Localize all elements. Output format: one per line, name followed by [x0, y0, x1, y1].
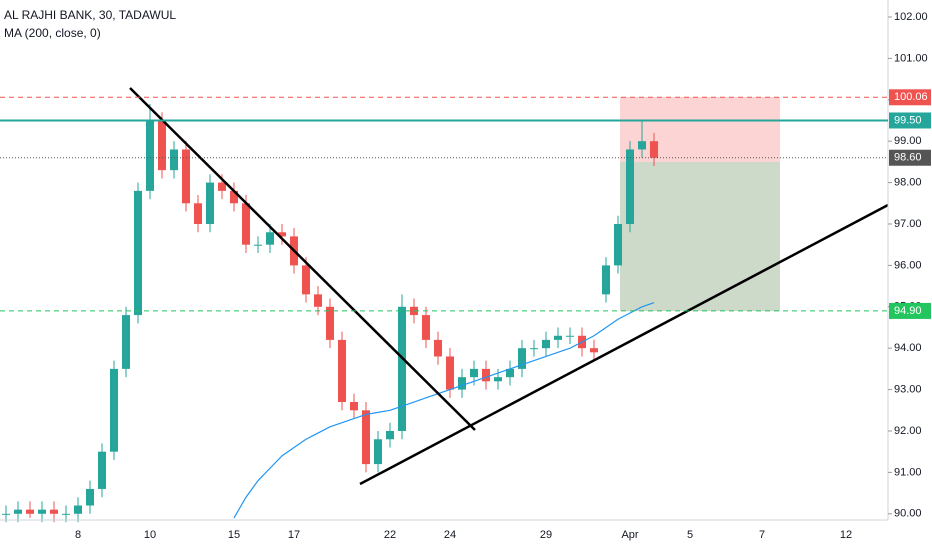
candle-body: [266, 232, 274, 245]
candle-body: [614, 223, 622, 266]
candle-body: [542, 339, 550, 349]
candle-body: [170, 149, 178, 171]
candle-body: [2, 513, 10, 515]
price-level-label: 98.60: [894, 152, 922, 164]
y-tick-label: 97.00: [894, 218, 922, 230]
candle-body: [650, 141, 658, 158]
candle-body: [386, 430, 394, 440]
candle-body: [218, 182, 226, 191]
candle-body: [182, 149, 190, 204]
candle-body: [470, 368, 478, 378]
stop-zone: [620, 97, 780, 162]
candle-body: [326, 306, 334, 340]
candle-body: [134, 190, 142, 316]
candle-body: [158, 120, 166, 171]
trend-line: [359, 203, 889, 486]
price-level-label: 100.06: [894, 91, 928, 103]
indicator-label: MA (200, close, 0): [4, 26, 101, 40]
candle-body: [206, 182, 214, 224]
price-level-tag: [889, 89, 931, 106]
candle-body: [590, 348, 598, 353]
candle-body: [374, 439, 382, 465]
candle-body: [86, 488, 94, 506]
chart-title: AL RAJHI BANK, 30, TADAWUL: [4, 8, 176, 22]
candle-body: [506, 368, 514, 378]
candle-body: [638, 141, 646, 150]
candle-body: [38, 509, 46, 514]
y-tick-label: 93.00: [894, 383, 922, 395]
candle-body: [566, 335, 574, 337]
candle-body: [122, 315, 130, 369]
x-tick-label: 15: [228, 529, 240, 541]
candle-body: [26, 509, 34, 514]
price-level-tag: [889, 302, 931, 319]
price-level-tag: [889, 112, 931, 129]
x-tick-label: 24: [444, 529, 456, 541]
price-level-label: 94.90: [894, 305, 922, 317]
candle-body: [626, 149, 634, 224]
candle-body: [350, 402, 358, 411]
candle-body: [98, 451, 106, 489]
price-level-tag: [889, 149, 931, 166]
candle-body: [482, 368, 490, 382]
y-tick-label: 99.00: [894, 135, 922, 147]
candle-body: [230, 190, 238, 204]
candle-body: [50, 509, 58, 514]
candle-body: [278, 232, 286, 237]
candle-body: [302, 265, 310, 295]
x-tick-label: 29: [540, 529, 552, 541]
y-tick-label: 90.00: [894, 508, 922, 520]
target-zone: [620, 162, 780, 311]
trend-line: [129, 87, 476, 431]
x-tick-label: 22: [384, 529, 396, 541]
candle-body: [110, 368, 118, 452]
candle-body: [338, 339, 346, 403]
price-level-label: 99.50: [894, 114, 922, 126]
candle-body: [530, 348, 538, 350]
plot: [2, 103, 658, 523]
candle-body: [14, 509, 22, 514]
candle-body: [194, 203, 202, 224]
candle-body: [422, 315, 430, 340]
x-tick-label: 8: [75, 529, 81, 541]
candle-body: [62, 513, 70, 515]
y-tick-label: 92.00: [894, 425, 922, 437]
x-tick-label: 7: [759, 529, 765, 541]
x-tick-label: Apr: [621, 529, 638, 541]
candle-body: [146, 120, 154, 191]
y-tick-label: 98.00: [894, 176, 922, 188]
candle-body: [554, 335, 562, 340]
candle-body: [74, 505, 82, 514]
candle-body: [518, 348, 526, 369]
candle-body: [362, 410, 370, 465]
y-tick-label: 96.00: [894, 259, 922, 271]
x-tick-label: 12: [840, 529, 852, 541]
y-tick-label: 102.00: [894, 11, 928, 23]
candle-body: [398, 306, 406, 431]
candle-body: [434, 339, 442, 357]
candle-body: [446, 356, 454, 390]
y-tick-label: 101.00: [894, 52, 928, 64]
x-tick-label: 5: [687, 529, 693, 541]
x-tick-label: 10: [144, 529, 156, 541]
x-tick-label: 17: [288, 529, 300, 541]
candle-body: [602, 265, 610, 295]
candle-body: [314, 294, 322, 307]
candle-body: [254, 244, 262, 246]
y-tick-label: 91.00: [894, 466, 922, 478]
candle-body: [494, 377, 502, 382]
ma-line: [233, 302, 655, 519]
candle-body: [242, 203, 250, 245]
y-tick-label: 94.00: [894, 342, 922, 354]
candle-body: [458, 377, 466, 390]
